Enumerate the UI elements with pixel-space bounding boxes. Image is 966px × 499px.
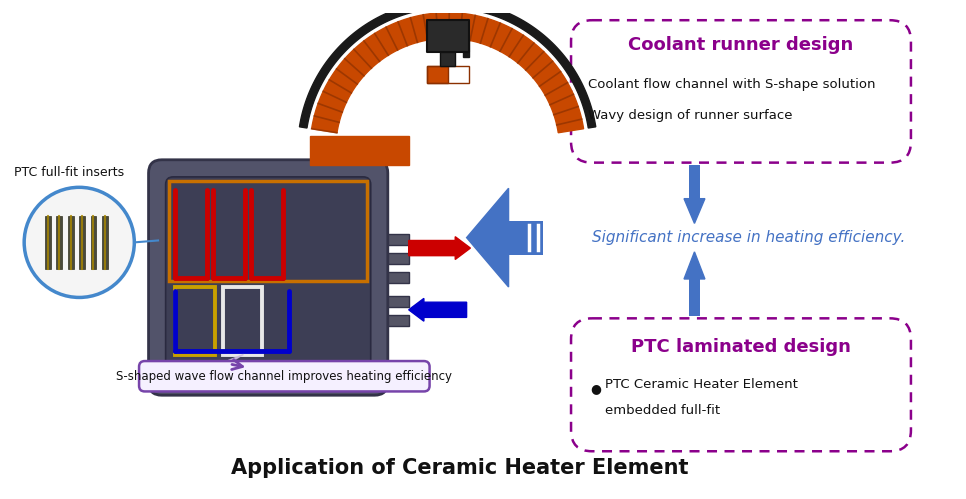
FancyBboxPatch shape: [149, 160, 387, 395]
Bar: [169, 181, 367, 281]
Polygon shape: [186, 354, 268, 389]
FancyBboxPatch shape: [139, 361, 430, 391]
Polygon shape: [467, 188, 508, 287]
Polygon shape: [310, 136, 409, 165]
Text: Coolant runner design: Coolant runner design: [628, 36, 854, 54]
Bar: [68, 216, 73, 269]
Polygon shape: [312, 12, 583, 133]
Text: PTC full-fit inserts: PTC full-fit inserts: [14, 166, 124, 179]
Polygon shape: [305, 0, 409, 8]
Polygon shape: [684, 252, 705, 279]
Bar: [508, 221, 543, 254]
FancyArrow shape: [409, 298, 467, 321]
Text: Wavy design of runner surface: Wavy design of runner surface: [588, 109, 793, 122]
Bar: [690, 165, 699, 199]
Bar: [427, 66, 447, 83]
Circle shape: [24, 187, 134, 297]
Bar: [102, 216, 108, 269]
Bar: [387, 234, 409, 245]
Bar: [45, 216, 51, 269]
Bar: [690, 279, 699, 316]
Bar: [387, 253, 409, 264]
Text: embedded full-fit: embedded full-fit: [606, 404, 721, 417]
Text: PTC Ceramic Heater Element: PTC Ceramic Heater Element: [606, 378, 798, 391]
Text: Coolant flow channel with S-shape solution: Coolant flow channel with S-shape soluti…: [588, 78, 875, 91]
Polygon shape: [684, 199, 705, 224]
Bar: [222, 287, 263, 355]
Bar: [387, 314, 409, 326]
Text: ●: ●: [590, 382, 601, 395]
Bar: [79, 216, 85, 269]
Text: S-shaped wave flow channel improves heating efficiency: S-shaped wave flow channel improves heat…: [116, 370, 452, 383]
Text: Significant increase in heating efficiency.: Significant increase in heating efficien…: [592, 230, 905, 245]
Polygon shape: [463, 24, 469, 57]
Bar: [427, 20, 469, 52]
Bar: [427, 66, 469, 83]
FancyBboxPatch shape: [165, 177, 371, 378]
Text: PTC laminated design: PTC laminated design: [631, 338, 851, 356]
Bar: [56, 216, 62, 269]
Bar: [440, 52, 455, 66]
Text: Application of Ceramic Heater Element: Application of Ceramic Heater Element: [231, 459, 689, 479]
FancyArrow shape: [409, 237, 470, 259]
Bar: [91, 216, 97, 269]
Polygon shape: [299, 0, 596, 128]
Polygon shape: [435, 24, 461, 38]
Bar: [387, 272, 409, 283]
Bar: [175, 287, 215, 355]
Bar: [387, 295, 409, 307]
